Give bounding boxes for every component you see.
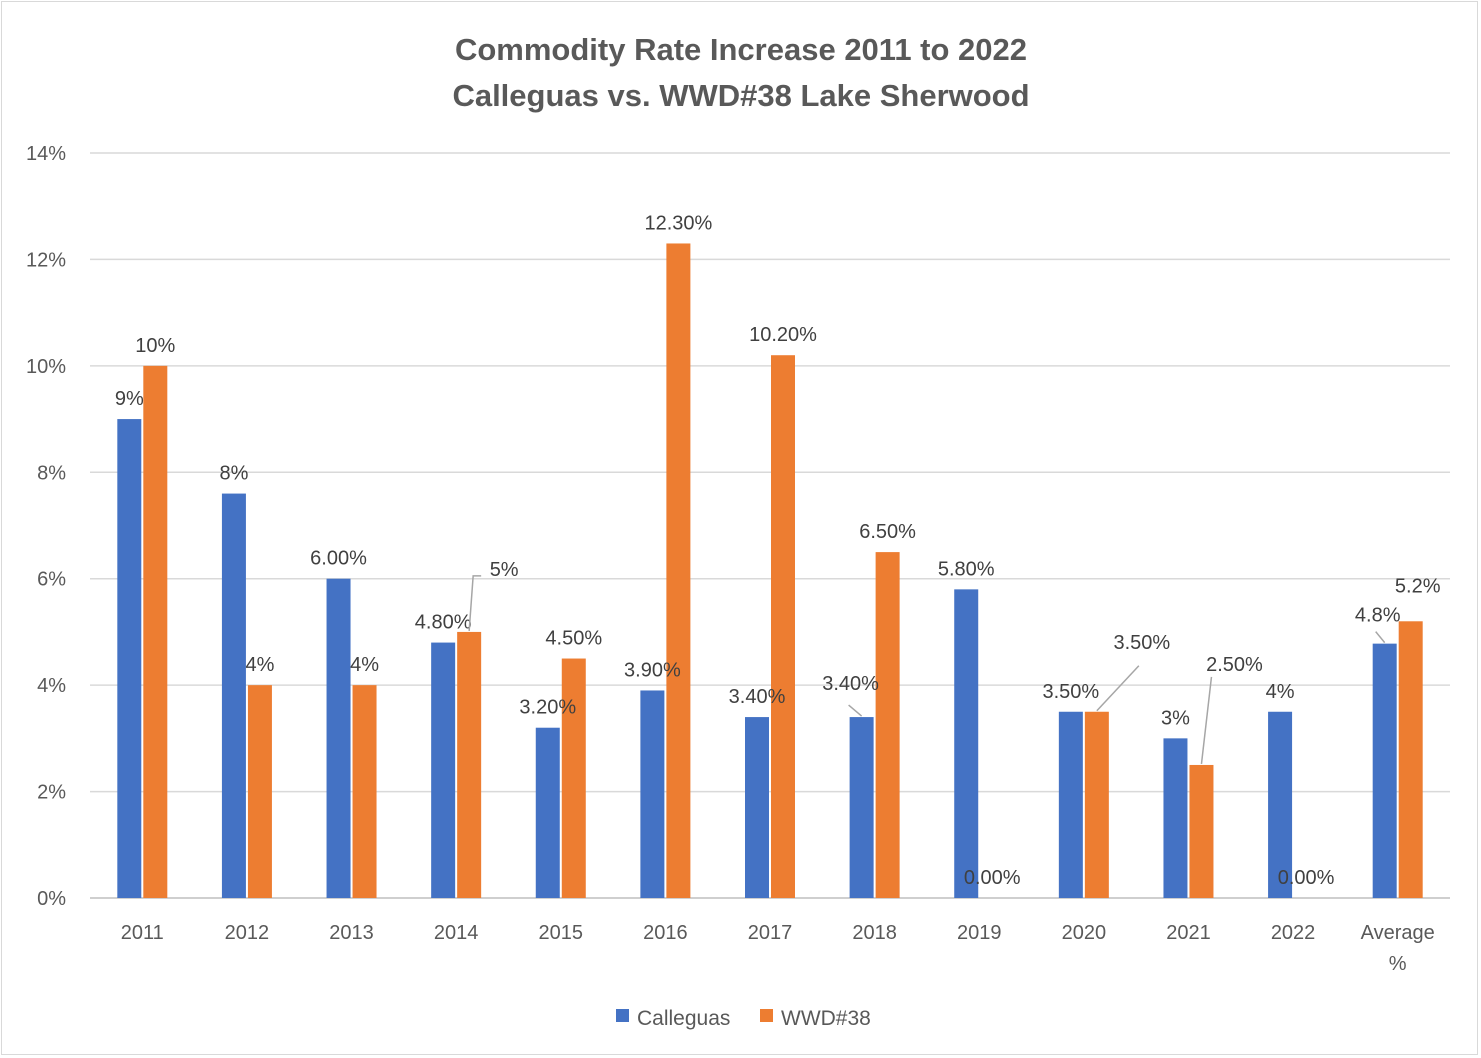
y-tick-label: 10% [26, 356, 66, 378]
data-label-wwd38: 3.50% [1113, 632, 1170, 654]
x-tick-label: 2016 [643, 922, 688, 944]
bar-wwd38 [1398, 621, 1423, 898]
y-axis-ticks: 0% 2% 4% 6% 8% 10% 12% 14% [26, 143, 66, 910]
data-label-calleguas: 3.40% [729, 686, 786, 708]
bar-wwd38 [143, 365, 168, 898]
x-tick-label: 2017 [748, 922, 793, 944]
x-tick-label: Average [1361, 922, 1435, 944]
bar-calleguas [117, 419, 142, 898]
bar-calleguas [1268, 711, 1293, 898]
data-label-calleguas: 4.80% [415, 612, 472, 634]
x-tick-label: % [1389, 953, 1407, 975]
data-label-wwd38: 12.30% [644, 212, 712, 234]
data-label-wwd38: 4.50% [545, 628, 602, 650]
y-tick-label: 12% [26, 249, 66, 271]
data-label-calleguas: 3.20% [519, 697, 576, 719]
data-label-wwd38: 4% [350, 654, 379, 676]
x-tick-label: 2015 [539, 922, 584, 944]
data-label-calleguas: 5.80% [938, 558, 995, 580]
data-label-wwd38: 0.00% [1278, 867, 1335, 889]
legend-label-calleguas: Calleguas [637, 1007, 730, 1030]
data-label-calleguas: 3.50% [1042, 681, 1099, 703]
legend: Calleguas WWD#38 [616, 1007, 871, 1030]
data-labels: 9% 10% 8% 4% 6.00% 4% 4.80% 5% 3.20% 4.50% 3.90% 12… [115, 212, 1441, 889]
data-label-calleguas: 4.8% [1355, 605, 1401, 627]
bar-wwd38 [1084, 711, 1109, 898]
chart-title: Commodity Rate Increase 2011 to 2022 [455, 32, 1027, 67]
data-label-wwd38: 5% [490, 559, 519, 581]
data-label-wwd38: 5.2% [1395, 575, 1441, 597]
data-label-wwd38: 0.00% [964, 867, 1021, 889]
gridlines [90, 152, 1450, 899]
bar-wwd38 [352, 685, 377, 898]
data-label-wwd38: 10% [135, 335, 175, 357]
data-label-wwd38: 2.50% [1206, 654, 1263, 676]
x-tick-label: 2018 [852, 922, 897, 944]
bar-calleguas [221, 493, 246, 898]
data-label-calleguas: 6.00% [310, 548, 367, 570]
x-tick-label: 2019 [957, 922, 1002, 944]
x-tick-label: 2022 [1271, 922, 1316, 944]
bar-calleguas [326, 578, 351, 898]
bar-wwd38 [457, 631, 482, 898]
bar-calleguas [849, 717, 874, 898]
bar-wwd38 [561, 658, 586, 898]
x-tick-label: 2020 [1062, 922, 1107, 944]
bar-wwd38 [875, 552, 900, 898]
data-label-calleguas: 3% [1161, 707, 1190, 729]
bar-calleguas [535, 727, 560, 898]
chart-subtitle: Calleguas vs. WWD#38 Lake Sherwood [452, 78, 1029, 113]
data-label-wwd38: 4% [245, 654, 274, 676]
bars [117, 243, 1423, 898]
label-leader-line [1096, 665, 1140, 712]
x-axis-ticks: 2011 2012 2013 2014 2015 2016 2017 2018 2019 2020… [121, 922, 1435, 975]
bar-calleguas [1058, 711, 1083, 898]
data-label-calleguas: 3.40% [822, 673, 879, 695]
y-tick-label: 2% [37, 782, 66, 804]
data-label-wwd38: 10.20% [749, 324, 817, 346]
legend-swatch-wwd38 [760, 1009, 773, 1022]
bar-calleguas [745, 717, 769, 898]
data-label-calleguas: 8% [219, 463, 248, 485]
bar-calleguas [431, 642, 456, 898]
label-leader-line [468, 575, 482, 631]
bar-wwd38 [771, 355, 795, 898]
label-leader-line [848, 704, 863, 717]
x-tick-label: 2013 [329, 922, 374, 944]
bar-calleguas [954, 589, 979, 898]
bar-calleguas [640, 690, 665, 898]
bar-calleguas [1372, 643, 1397, 898]
data-label-calleguas: 9% [115, 388, 144, 410]
data-label-wwd38: 6.50% [859, 521, 916, 543]
bar-wwd38 [1189, 764, 1214, 898]
y-tick-label: 0% [37, 888, 66, 910]
y-tick-label: 14% [26, 143, 66, 165]
x-tick-label: 2012 [225, 922, 270, 944]
label-leader-line [1200, 676, 1213, 765]
data-label-calleguas: 3.90% [624, 659, 681, 681]
x-tick-label: 2014 [434, 922, 479, 944]
x-tick-label: 2021 [1166, 922, 1211, 944]
bar-wwd38 [247, 685, 272, 898]
y-tick-label: 4% [37, 675, 66, 697]
y-tick-label: 6% [37, 569, 66, 591]
label-leader-line [1375, 631, 1386, 644]
legend-label-wwd38: WWD#38 [781, 1007, 871, 1030]
y-tick-label: 8% [37, 462, 66, 484]
x-tick-label: 2011 [121, 922, 164, 944]
bar-calleguas [1163, 738, 1188, 898]
bar-wwd38 [666, 243, 691, 898]
data-label-calleguas: 4% [1266, 681, 1295, 703]
legend-swatch-calleguas [616, 1009, 629, 1022]
